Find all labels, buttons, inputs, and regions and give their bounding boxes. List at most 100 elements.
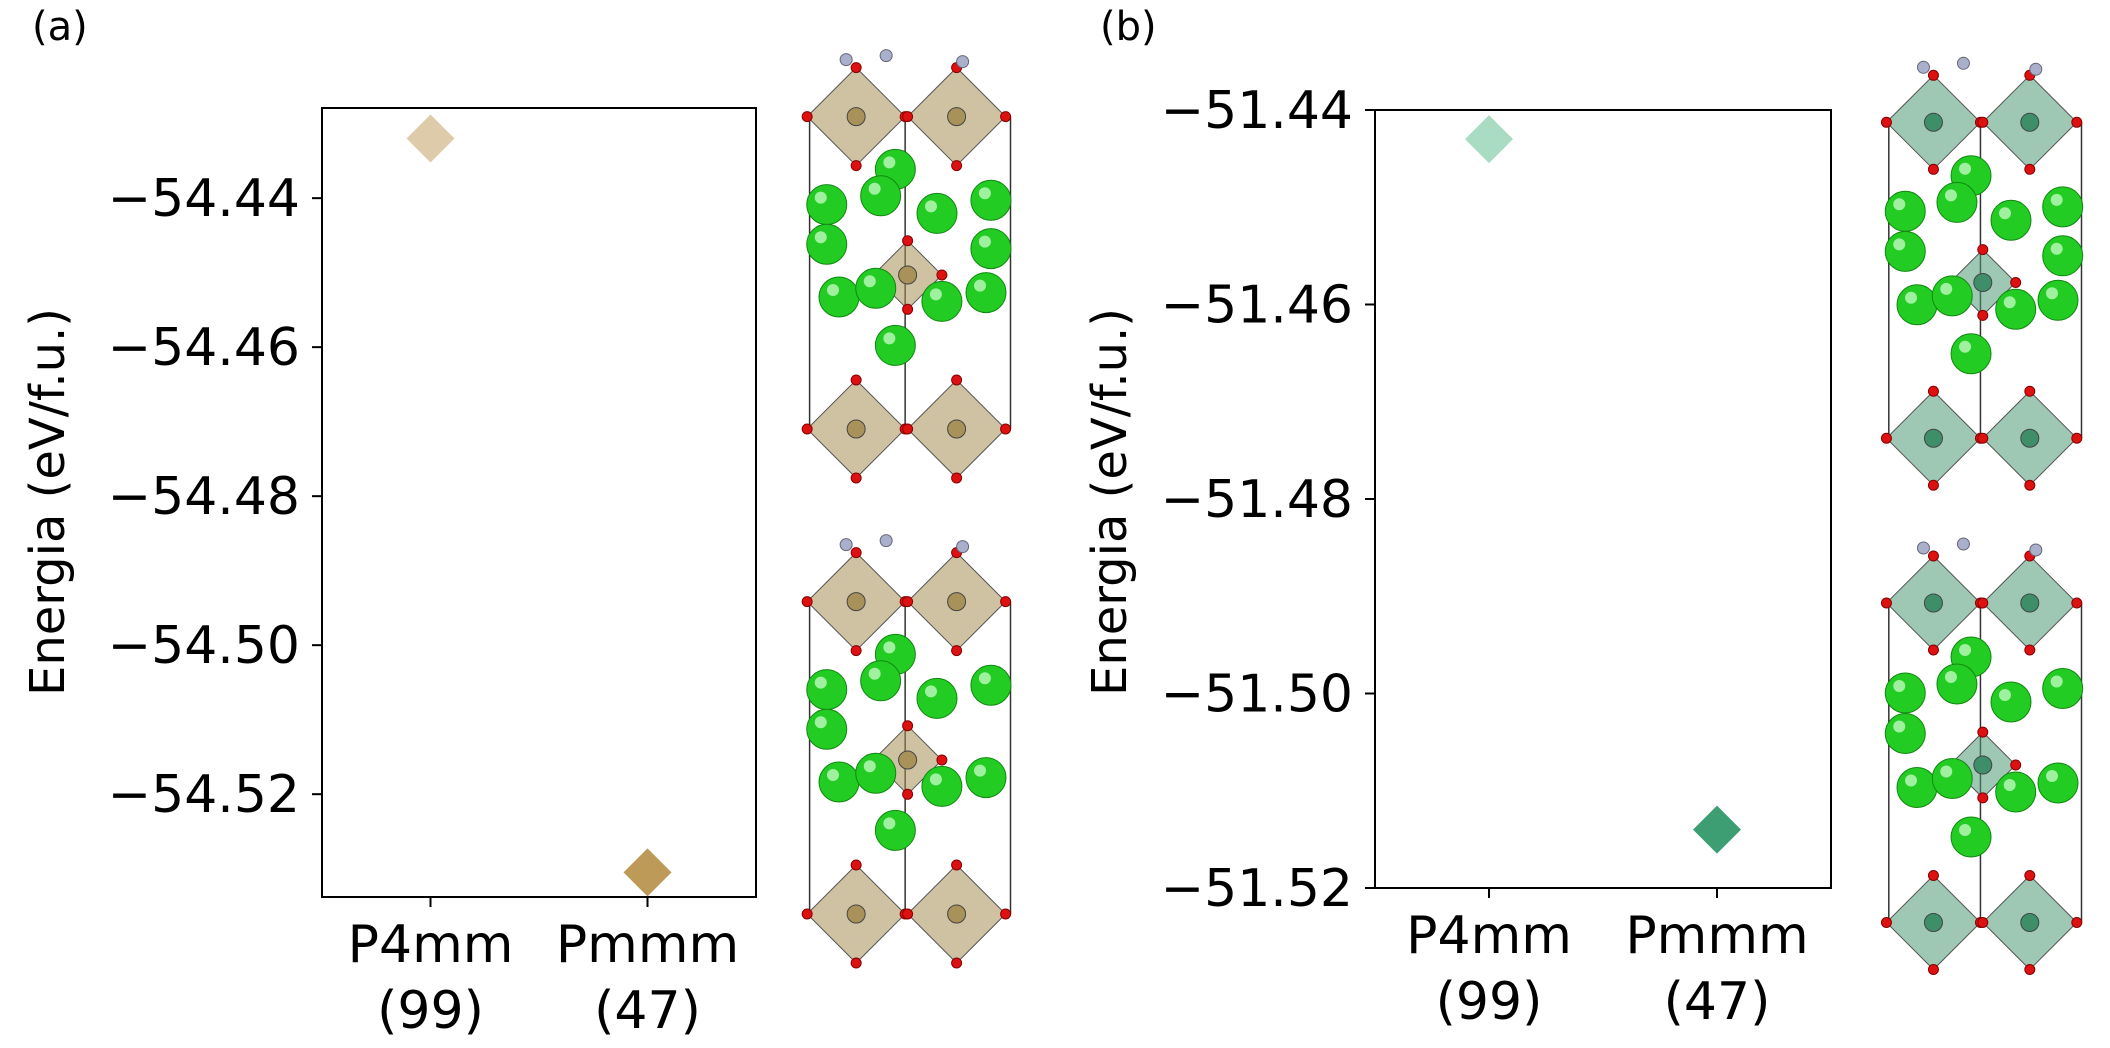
crystal-structure-image xyxy=(801,534,1012,969)
b-cation-atom xyxy=(898,265,918,285)
data-point xyxy=(406,114,455,163)
b-cation-atom xyxy=(2020,593,2040,613)
a-cation-atom xyxy=(1995,288,2037,330)
a-cation-atom xyxy=(1884,713,1926,754)
b-cation-atom xyxy=(1923,112,1943,132)
a-cation-atom xyxy=(1884,672,1926,714)
oxygen-atom xyxy=(1927,479,1939,491)
atom-highlight xyxy=(929,773,942,786)
y-tick-label: −54.48 xyxy=(108,467,300,527)
crystal-structure-image xyxy=(1880,56,2084,491)
oxygen-atom xyxy=(1977,792,1989,804)
oxygen-atom xyxy=(951,957,963,969)
atom-highlight xyxy=(814,231,827,244)
data-point xyxy=(1465,115,1513,164)
oxygen-atom xyxy=(1880,917,1892,928)
crystal-structure-image xyxy=(801,49,1012,484)
b-cation-atom xyxy=(846,107,866,127)
a-cation-atom xyxy=(1884,190,1926,232)
b-cation-atom xyxy=(947,107,967,127)
atom-highlight xyxy=(883,641,896,654)
atom-highlight xyxy=(1999,207,2011,220)
y-tick-label: −51.46 xyxy=(1161,276,1353,336)
oxygen-atom xyxy=(1977,116,1989,128)
oxygen-atom xyxy=(936,754,948,766)
atom-highlight xyxy=(974,764,986,777)
atom-highlight xyxy=(883,156,896,169)
oxygen-atom xyxy=(850,645,862,657)
oxygen-atom xyxy=(2010,759,2022,771)
nitrogen-atom xyxy=(879,534,893,548)
b-cation-atom xyxy=(947,592,967,612)
a-cation-atom xyxy=(1950,816,1992,858)
atom-highlight xyxy=(2046,770,2058,782)
b-cation-atom xyxy=(846,592,866,612)
b-cation-atom xyxy=(2020,112,2040,132)
oxygen-atom xyxy=(2024,870,2036,881)
atom-highlight xyxy=(863,275,876,288)
a-cation-atom xyxy=(855,752,897,794)
oxygen-atom xyxy=(936,269,948,281)
a-cation-atom xyxy=(1896,284,1938,326)
oxygen-atom xyxy=(801,596,813,608)
oxygen-atom xyxy=(850,374,862,386)
atom-highlight xyxy=(1940,765,1953,778)
atom-highlight xyxy=(814,191,827,204)
plot-frame xyxy=(1374,109,1832,889)
y-axis-label: Energia (eV/f.u.) xyxy=(1082,308,1138,696)
y-tick-label: −51.48 xyxy=(1161,470,1353,530)
b-cation-atom xyxy=(898,750,918,770)
oxygen-atom xyxy=(1977,726,1989,738)
atom-highlight xyxy=(2003,779,2016,791)
oxygen-atom xyxy=(1000,908,1012,920)
oxygen-atom xyxy=(2010,277,2022,288)
chart-panel: (a) −54.44 −54.46 −54.48 −54.50 −54.52 P4mm(99… xyxy=(20,4,1012,1041)
oxygen-atom xyxy=(850,859,862,871)
a-cation-atom xyxy=(874,324,916,366)
atom-highlight xyxy=(1905,774,1917,787)
a-cation-atom xyxy=(970,179,1012,221)
oxygen-atom xyxy=(2024,163,2036,175)
a-cation-atom xyxy=(855,267,897,309)
nitrogen-atom xyxy=(1916,60,1930,74)
a-cation-atom xyxy=(916,192,958,234)
atom-highlight xyxy=(2050,193,2063,206)
a-cation-atom xyxy=(1995,771,2037,813)
x-tick-label: (99) xyxy=(1436,972,1543,1032)
oxygen-atom xyxy=(902,596,914,608)
nitrogen-atom xyxy=(956,55,970,69)
b-cation-atom xyxy=(1923,593,1943,613)
atom-highlight xyxy=(814,676,827,689)
oxygen-atom xyxy=(902,235,914,247)
a-cation-atom xyxy=(806,184,848,226)
oxygen-atom xyxy=(1880,597,1892,609)
oxygen-atom xyxy=(850,472,862,484)
nitrogen-atom xyxy=(2029,543,2043,557)
x-tick-label: P4mm xyxy=(1406,906,1572,966)
atom-highlight xyxy=(929,288,942,301)
atom-highlight xyxy=(863,760,876,773)
a-cation-atom xyxy=(970,664,1012,706)
a-cation-atom xyxy=(2042,186,2084,228)
oxygen-atom xyxy=(801,423,813,435)
atom-highlight xyxy=(1959,340,1972,353)
a-cation-atom xyxy=(2042,235,2084,277)
oxygen-atom xyxy=(1927,644,1939,656)
oxygen-atom xyxy=(902,788,914,800)
nitrogen-atom xyxy=(879,49,893,63)
b-cation-atom xyxy=(846,904,866,924)
oxygen-atom xyxy=(2071,597,2083,609)
y-axis-label: Energia (eV/f.u.) xyxy=(20,308,76,696)
a-cation-atom xyxy=(1884,230,1926,272)
a-cation-atom xyxy=(1936,663,1978,705)
a-cation-atom xyxy=(2042,668,2084,709)
atom-highlight xyxy=(1905,291,1917,304)
a-cation-atom xyxy=(806,708,848,750)
b-cation-atom xyxy=(846,419,866,439)
b-cation-atom xyxy=(1973,755,1993,775)
a-cation-atom xyxy=(1990,681,2032,723)
atom-highlight xyxy=(1893,238,1906,251)
nitrogen-atom xyxy=(2029,62,2043,76)
x-tick-label: (99) xyxy=(377,981,484,1041)
y-tick-label: −54.46 xyxy=(108,318,300,378)
